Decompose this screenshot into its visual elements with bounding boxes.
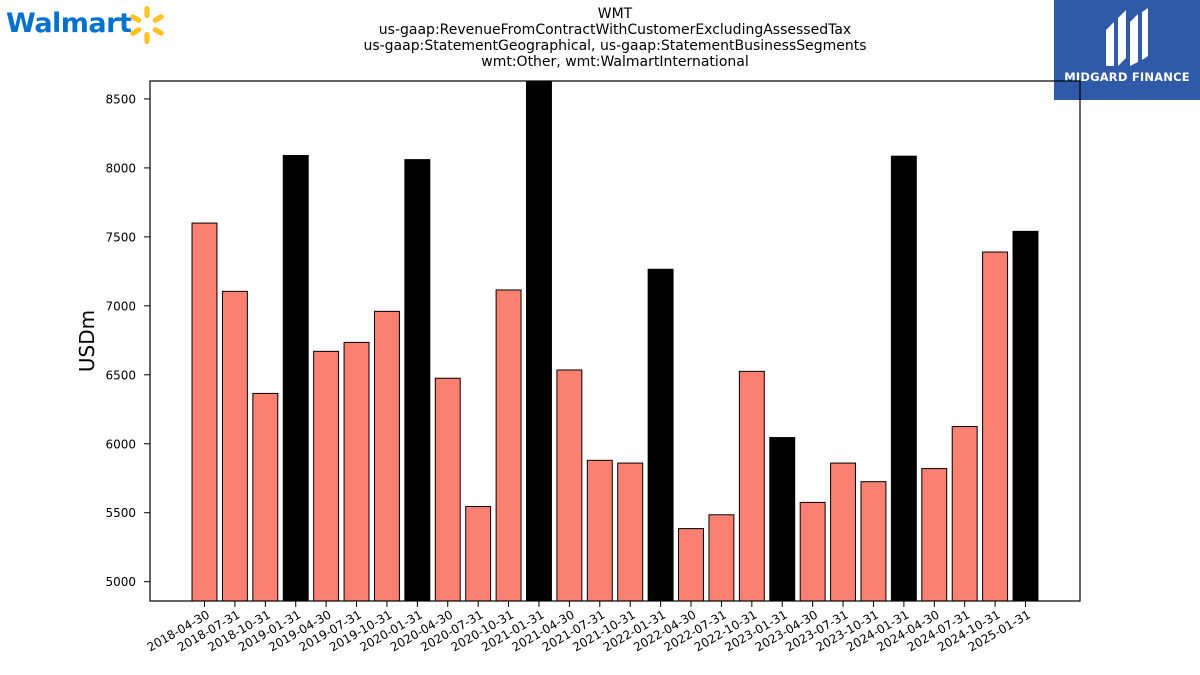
bar-2020-04-30 bbox=[434, 377, 461, 602]
bar-2025-01-31 bbox=[1012, 230, 1039, 602]
bar-2021-01-31 bbox=[526, 80, 552, 602]
bar-2019-10-31 bbox=[373, 310, 400, 602]
bar-2023-01-31 bbox=[769, 437, 796, 602]
bar-2020-07-31 bbox=[465, 506, 492, 602]
chart-title-line: wmt:Other, wmt:WalmartInternational bbox=[481, 54, 749, 70]
y-axis: 5000 5500 6000 6500 7000 7500 8000 8500 bbox=[105, 92, 150, 589]
chart-title-line: WMT bbox=[597, 6, 633, 22]
bar-2024-04-30 bbox=[921, 468, 948, 602]
bar-2023-04-30 bbox=[799, 501, 826, 602]
bar-2023-10-31 bbox=[860, 481, 887, 602]
bar-2018-04-30 bbox=[191, 222, 218, 602]
bars-group bbox=[191, 80, 1039, 602]
bar-2019-01-31 bbox=[282, 154, 309, 602]
bar-2022-01-31 bbox=[647, 268, 674, 602]
bar-2024-07-31 bbox=[951, 426, 978, 602]
walmart-spark-icon bbox=[130, 6, 164, 44]
y-tick-label: 8000 bbox=[105, 161, 136, 175]
walmart-logo: Walmart bbox=[6, 4, 176, 46]
bar-2024-10-31 bbox=[982, 251, 1009, 602]
bar-2023-07-31 bbox=[830, 462, 857, 602]
bar-2022-10-31 bbox=[738, 370, 765, 602]
bar-2020-01-31 bbox=[404, 159, 431, 602]
bar-2020-10-31 bbox=[495, 289, 522, 602]
plot-frame bbox=[149, 80, 1081, 602]
chart-title-line: us-gaap:RevenueFromContractWithCustomerE… bbox=[378, 22, 852, 38]
y-tick-label: 5000 bbox=[105, 575, 136, 589]
midgard-finance-logo: MIDGARD FINANCE bbox=[1054, 0, 1200, 100]
bar-2022-07-31 bbox=[708, 514, 735, 602]
bar-2022-04-30 bbox=[678, 528, 704, 602]
y-tick-label: 6500 bbox=[105, 368, 136, 382]
y-tick-label: 7000 bbox=[105, 299, 136, 313]
bar-2018-10-31 bbox=[252, 392, 279, 602]
midgard-logo-icon bbox=[1106, 8, 1148, 66]
bar-2019-04-30 bbox=[313, 350, 340, 602]
y-tick-label: 6000 bbox=[105, 437, 136, 451]
bar-2021-07-31 bbox=[586, 459, 613, 602]
bar-2018-07-31 bbox=[221, 290, 248, 602]
y-tick-label: 5500 bbox=[105, 506, 136, 520]
x-axis: 2018-04-302018-07-312018-10-312019-01-31… bbox=[145, 601, 1033, 654]
bar-2021-04-30 bbox=[556, 369, 583, 602]
bar-2021-10-31 bbox=[617, 462, 644, 602]
publisher-name: MIDGARD FINANCE bbox=[1064, 70, 1190, 84]
y-tick-label: 8500 bbox=[105, 92, 136, 106]
chart-title-line: us-gaap:StatementGeographical, us-gaap:S… bbox=[363, 38, 867, 54]
y-axis-label: USDm bbox=[75, 310, 99, 372]
bar-2024-01-31 bbox=[890, 155, 917, 602]
chart-title: WMT us-gaap:RevenueFromContractWithCusto… bbox=[150, 6, 1080, 70]
bar-2019-07-31 bbox=[343, 341, 370, 602]
y-tick-label: 7500 bbox=[105, 230, 136, 244]
walmart-wordmark: Walmart bbox=[6, 8, 132, 39]
